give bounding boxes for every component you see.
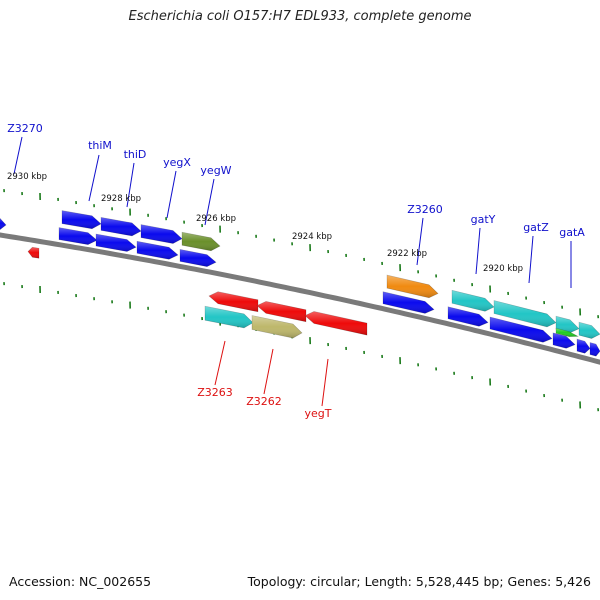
gene-label-Z3260-leader bbox=[416, 217, 424, 266]
forward-cds-11-shade bbox=[590, 342, 600, 357]
gene-features bbox=[0, 210, 600, 357]
forward-gene-1-shade bbox=[62, 210, 101, 229]
forward-cds-3-shade bbox=[96, 234, 136, 252]
scale-labels: 2930 kbp 2928 kbp 2926 kbp 2924 kbp 2922 kbp… bbox=[7, 172, 523, 274]
topology-summary: Topology: circular; Length: 5,528,445 bp… bbox=[247, 574, 591, 589]
forward-gene-9-shade bbox=[579, 322, 600, 339]
gene-label-gatZ-leader bbox=[528, 235, 534, 284]
gene-label-yegW-leader bbox=[204, 178, 215, 226]
gene-label-thiD-leader bbox=[126, 162, 135, 208]
scale-label: 2930 kbp bbox=[7, 172, 47, 182]
gene-label-thiM: thiM bbox=[88, 139, 112, 152]
gene-label-Z3270: Z3270 bbox=[7, 122, 43, 135]
reverse-gene-4-shade bbox=[305, 311, 367, 336]
forward-cds-7-shade bbox=[448, 306, 488, 327]
scale-label: 2920 kbp bbox=[483, 264, 523, 274]
forward-gene-3-shade bbox=[141, 224, 182, 244]
scale-label: 2924 kbp bbox=[292, 232, 332, 242]
gene-label-Z3262: Z3262 bbox=[246, 395, 282, 408]
gene-label-Z3270-leader bbox=[13, 136, 23, 175]
scale-ticks bbox=[3, 189, 600, 412]
gene-label-gatY-leader bbox=[475, 227, 481, 275]
forward-cds-1-shade bbox=[0, 218, 6, 230]
gene-label-yegW: yegW bbox=[200, 164, 231, 177]
gene-label-yegT-leader bbox=[321, 358, 329, 407]
forward-gene-2-shade bbox=[101, 217, 141, 236]
scale-label: 2926 kbp bbox=[196, 214, 236, 224]
forward-gene-5-shade bbox=[387, 275, 438, 298]
reverse-region-1-shade bbox=[205, 306, 253, 328]
gene-label-yegX-leader bbox=[166, 170, 177, 219]
forward-cds-8-shade bbox=[490, 317, 552, 343]
gene-label-Z3263-leader bbox=[214, 340, 226, 386]
accession-label: Accession: NC_002655 bbox=[9, 574, 152, 589]
scale-label: 2922 kbp bbox=[387, 249, 427, 259]
forward-gene-minor-shade bbox=[556, 328, 578, 337]
forward-cds-10-shade bbox=[577, 339, 590, 354]
gene-label-yegT: yegT bbox=[305, 407, 332, 420]
scale-label: 2928 kbp bbox=[101, 194, 141, 204]
reverse-gene-3-shade bbox=[257, 301, 306, 322]
forward-gene-6-shade bbox=[452, 290, 494, 312]
reverse-gene-1-shade bbox=[28, 247, 39, 259]
forward-cds-2-shade bbox=[59, 227, 97, 245]
gene-label-yegX: yegX bbox=[163, 156, 191, 169]
gene-label-gatA: gatA bbox=[559, 226, 585, 239]
gene-label-thiM-leader bbox=[88, 154, 100, 202]
forward-cds-5-shade bbox=[180, 249, 216, 267]
gene-label-Z3263: Z3263 bbox=[197, 386, 233, 399]
map-title: Escherichia coli O157:H7 EDL933, complet… bbox=[128, 9, 472, 24]
genome-backbone bbox=[0, 232, 600, 365]
gene-label-Z3260: Z3260 bbox=[407, 203, 443, 216]
forward-cds-9-shade bbox=[553, 332, 575, 349]
gene-label-gatY: gatY bbox=[471, 213, 496, 226]
forward-gene-4-shade bbox=[182, 232, 220, 251]
reverse-region-2-shade bbox=[252, 315, 302, 338]
gene-label-gatZ: gatZ bbox=[523, 221, 549, 234]
forward-cds-6-shade bbox=[383, 291, 434, 314]
forward-gene-7-shade bbox=[494, 300, 556, 327]
reverse-gene-2-shade bbox=[209, 291, 258, 312]
gene-callouts: Z3270 thiM thiD yegX yegW Z3260 gatY gatZ gatA Z3… bbox=[7, 122, 585, 420]
gene-label-thiD: thiD bbox=[124, 148, 147, 161]
gene-label-Z3262-leader bbox=[263, 348, 274, 395]
forward-gene-8-shade bbox=[556, 316, 579, 333]
forward-cds-4-shade bbox=[137, 241, 178, 260]
